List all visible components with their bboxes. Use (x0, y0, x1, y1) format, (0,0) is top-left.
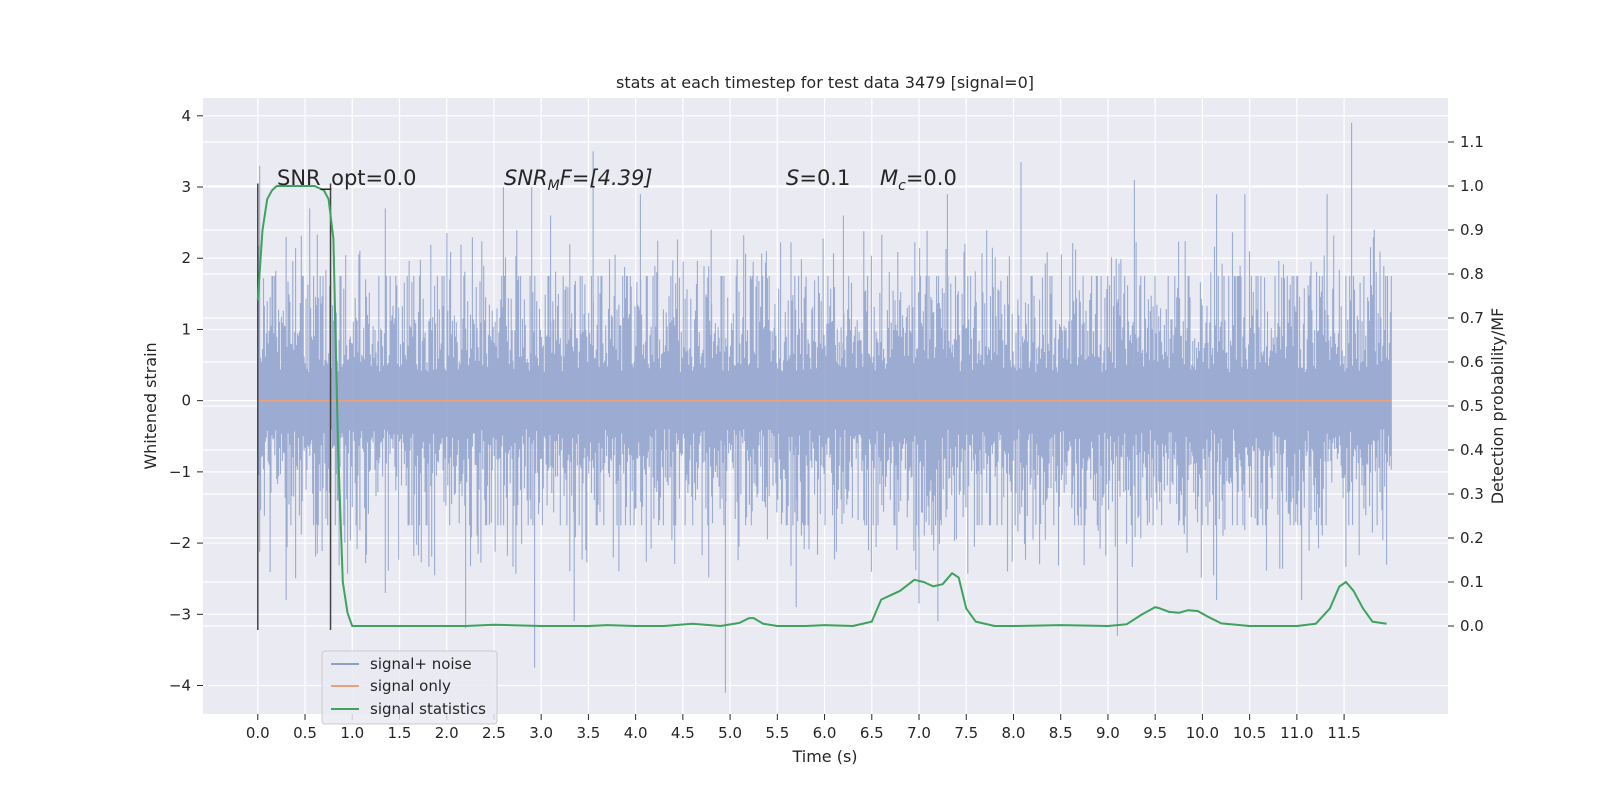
signal-statistics-series (256, 185, 1387, 627)
left-tick-label: 1 (181, 320, 191, 338)
left-tick-label: −2 (169, 534, 191, 552)
x-tick-label: 1.5 (388, 724, 412, 742)
x-tick-label: 7.5 (954, 724, 978, 742)
x-tick-label: 3.5 (576, 724, 600, 742)
right-tick-label: 0.3 (1460, 485, 1484, 503)
left-tick-label: −1 (169, 463, 191, 481)
x-tick-label: 3.0 (529, 724, 553, 742)
right-tick-label: 0.1 (1460, 573, 1484, 591)
left-tick-label: −4 (169, 677, 191, 695)
x-tick-label: 11.5 (1327, 724, 1360, 742)
x-tick-label: 0.5 (293, 724, 317, 742)
legend-label-signal-noise: signal+ noise (370, 655, 472, 673)
left-tick-label: 4 (181, 107, 191, 125)
x-tick-label: 6.0 (813, 724, 837, 742)
annotation-mc-rest: =0.0 (906, 166, 957, 190)
x-tick-label: 9.0 (1096, 724, 1120, 742)
right-tick-label: 1.0 (1460, 177, 1484, 195)
right-tick-label: 0.8 (1460, 265, 1484, 283)
x-tick-labels: 0.0 0.5 1.0 1.5 2.0 2.5 3.0 3.5 4.0 4.5 5.0 5.5 6.0 6… (246, 714, 1361, 742)
annotation-mc-sub: c (898, 178, 906, 194)
left-tick-label: 0 (181, 392, 191, 410)
right-tick-label: 0.7 (1460, 309, 1484, 327)
right-tick-label: 0.0 (1460, 617, 1484, 635)
right-tick-label: 1.1 (1460, 133, 1484, 151)
x-tick-label: 0.0 (246, 724, 270, 742)
x-tick-label: 10.5 (1233, 724, 1266, 742)
x-tick-label: 5.5 (765, 724, 789, 742)
right-tick-label: 0.9 (1460, 221, 1484, 239)
annotation-snr-mf-main: SNR (504, 166, 548, 190)
left-tick-label: 2 (181, 249, 191, 267)
right-tick-label: 0.2 (1460, 529, 1484, 547)
legend-label-signal-only: signal only (370, 677, 451, 695)
right-tick-label: 0.5 (1460, 397, 1484, 415)
annotation-snr-mf-sub: M (548, 178, 560, 194)
legend: signal+ noise signal only signal statist… (321, 650, 498, 725)
x-tick-label: 2.5 (482, 724, 506, 742)
x-tick-label: 2.0 (435, 724, 459, 742)
x-tick-label: 9.5 (1143, 724, 1167, 742)
annotation-snr-mf-rest: F=[4.39] (560, 166, 653, 190)
x-tick-label: 8.5 (1049, 724, 1073, 742)
x-tick-label: 1.0 (340, 724, 364, 742)
left-tick-labels: 4 3 2 1 0 −1 −2 −3 −4 (169, 107, 203, 695)
x-tick-label: 4.0 (624, 724, 648, 742)
signal-statistics-line (256, 185, 1387, 627)
left-tick-label: 3 (181, 178, 191, 196)
vertical-markers (257, 183, 332, 630)
x-tick-label: 6.5 (860, 724, 884, 742)
x-tick-label: 4.5 (671, 724, 695, 742)
annotation-s-rest: =0.1 (799, 166, 850, 190)
chart-title: stats at each timestep for test data 347… (616, 73, 1034, 92)
annotation-mc-main: M (880, 166, 898, 190)
x-tick-label: 10.0 (1186, 724, 1219, 742)
left-tick-label: −3 (169, 605, 191, 623)
annotation-s-main: S (786, 166, 799, 190)
right-y-axis-label: Detection probability/MF (1488, 308, 1507, 505)
annotation-snr-mf: SNRMF=[4.39] (504, 166, 653, 194)
annotation-snr-opt: SNR_opt=0.0 (277, 166, 417, 191)
annotation-s: S=0.1 (786, 166, 850, 190)
x-axis-label: Time (s) (791, 747, 857, 766)
annotation-mc: Mc=0.0 (880, 166, 957, 194)
legend-box (321, 650, 498, 725)
x-tick-label: 11.0 (1280, 724, 1313, 742)
right-tick-labels: 1.1 1.0 0.9 0.8 0.7 0.6 0.5 0.4 0.3 0.2 0.1 0.0 (1448, 133, 1484, 635)
legend-label-signal-statistics: signal statistics (370, 700, 486, 718)
x-tick-label: 7.0 (907, 724, 931, 742)
right-tick-label: 0.6 (1460, 353, 1484, 371)
x-tick-label: 8.0 (1002, 724, 1026, 742)
right-tick-label: 0.4 (1460, 441, 1484, 459)
x-tick-label: 5.0 (718, 724, 742, 742)
left-y-axis-label: Whitened strain (141, 342, 160, 469)
